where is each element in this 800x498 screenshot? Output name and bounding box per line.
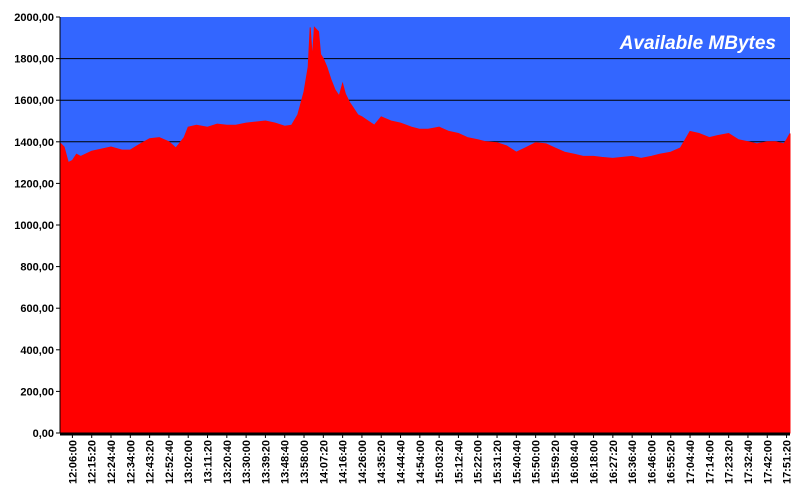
x-tick-label: 16:46:00 xyxy=(646,440,658,484)
y-tick-label: 600,00 xyxy=(20,303,54,315)
y-tick-label: 400,00 xyxy=(20,345,54,357)
x-tick-label: 17:23:20 xyxy=(724,440,736,484)
x-tick-label: 15:59:20 xyxy=(550,440,562,484)
x-tick-label: 14:44:40 xyxy=(396,440,408,484)
x-tick-label: 15:03:20 xyxy=(434,440,446,484)
x-tick-label: 13:39:20 xyxy=(260,440,272,484)
y-tick-label: 1400,00 xyxy=(14,137,54,149)
area-series xyxy=(59,26,791,434)
x-tick-label: 12:15:20 xyxy=(87,440,99,484)
x-tick-label: 15:22:00 xyxy=(473,440,485,484)
x-tick-label: 14:35:20 xyxy=(376,440,388,484)
x-tick-label: 12:24:40 xyxy=(106,440,118,484)
chart-title: Available MBytes xyxy=(619,33,776,54)
x-tick-label: 13:58:00 xyxy=(299,440,311,484)
x-tick-label: 14:54:00 xyxy=(415,440,427,484)
y-tick-label: 0,00 xyxy=(33,428,54,440)
y-tick-label: 800,00 xyxy=(20,262,54,274)
x-tick-label: 17:42:00 xyxy=(762,440,774,484)
x-tick-label: 14:07:20 xyxy=(318,440,330,484)
x-tick-label: 12:06:00 xyxy=(67,440,79,484)
y-tick-label: 1200,00 xyxy=(14,178,54,190)
x-tick-label: 17:32:40 xyxy=(743,440,755,484)
y-tick-label: 200,00 xyxy=(20,386,54,398)
x-tick-label: 12:52:40 xyxy=(164,440,176,484)
y-tick-label: 2000,00 xyxy=(14,12,54,24)
x-tick-label: 13:11:20 xyxy=(203,440,215,483)
x-tick-label: 17:04:40 xyxy=(685,440,697,484)
x-tick-label: 13:02:00 xyxy=(183,440,195,484)
x-tick-label: 16:08:40 xyxy=(569,440,581,484)
x-tick-label: 13:48:40 xyxy=(280,440,292,484)
x-tick-label: 17:51:20 xyxy=(782,440,794,484)
x-tick-label: 15:31:20 xyxy=(492,440,504,484)
x-tick-label: 16:55:20 xyxy=(666,440,678,484)
y-tick-label: 1600,00 xyxy=(14,95,54,107)
x-axis: 12:06:00 12:15:20 12:24:40 12:34:00 12:43:20… xyxy=(60,432,794,484)
x-tick-label: 12:34:00 xyxy=(125,440,137,484)
area-fill xyxy=(59,26,791,434)
x-tick-label: 15:50:00 xyxy=(531,440,543,484)
x-tick-label: 15:12:40 xyxy=(453,440,465,484)
x-tick-label: 14:16:40 xyxy=(338,440,350,484)
x-tick-label: 16:27:20 xyxy=(608,440,620,484)
x-tick-label: 16:36:40 xyxy=(627,440,639,484)
x-tick-label: 12:43:20 xyxy=(145,440,157,484)
x-tick-label: 13:20:40 xyxy=(222,440,234,484)
x-tick-label: 16:18:00 xyxy=(589,440,601,484)
y-tick-label: 1000,00 xyxy=(14,220,54,232)
y-tick-label: 1800,00 xyxy=(14,54,54,66)
x-tick-label: 17:14:00 xyxy=(704,440,716,484)
x-tick-label: 15:40:40 xyxy=(511,440,523,484)
y-axis: 0,00 200,00 400,00 600,00 800,00 1000,00 1200,… xyxy=(14,12,61,440)
x-tick-label: 14:26:00 xyxy=(357,440,369,484)
x-tick-label: 13:30:00 xyxy=(241,440,253,484)
